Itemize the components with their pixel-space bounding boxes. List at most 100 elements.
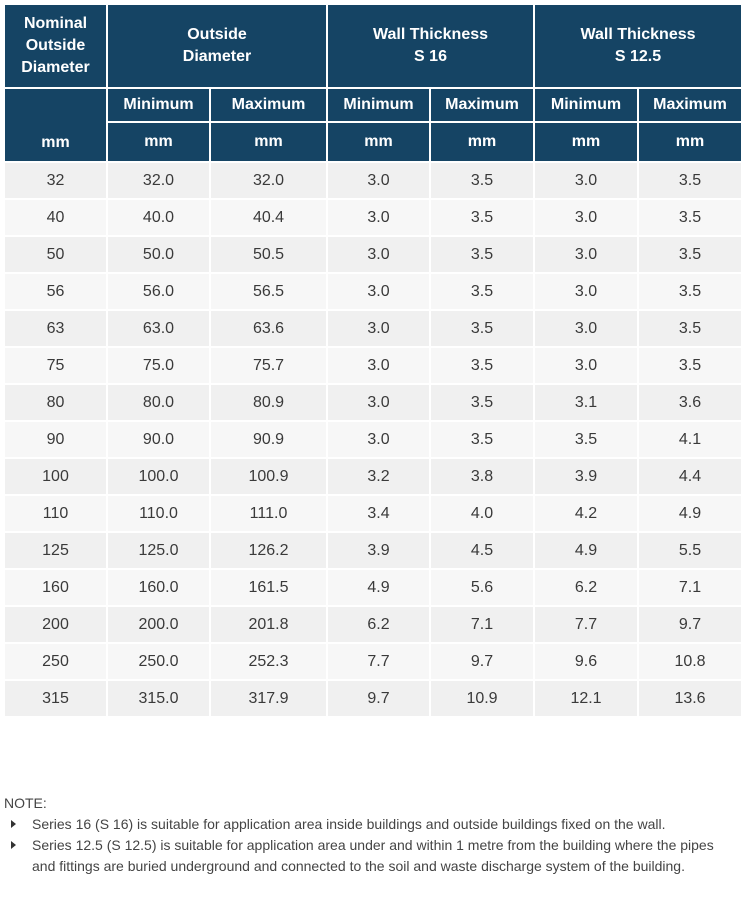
notes-label: NOTE: [4, 795, 47, 811]
table-row: 90 90.0 90.9 3.0 3.5 3.5 4.1 [3, 420, 744, 459]
table-cell: 9.6 [533, 642, 640, 681]
table-cell: 75 [3, 346, 108, 385]
table-cell: 5.5 [637, 531, 744, 570]
table-cell: 7.7 [533, 605, 640, 644]
table-cell: 75.0 [106, 346, 211, 385]
table-cell: 3.5 [429, 346, 536, 385]
table-cell: 315 [3, 679, 108, 718]
s16-minimum-header: Minimum [326, 87, 432, 123]
table-row: 110 110.0 111.0 3.4 4.0 4.2 4.9 [3, 494, 744, 533]
outside-diameter-header: Outside Diameter [105, 3, 329, 89]
table-cell: 160.0 [106, 568, 211, 607]
table-cell: 90.9 [208, 420, 329, 459]
table-cell: 3.5 [429, 420, 536, 459]
table-cell: 3.5 [637, 272, 744, 311]
table-cell: 126.2 [208, 531, 329, 570]
table-cell: 3.0 [533, 272, 640, 311]
table-cell: 3.6 [637, 383, 744, 422]
table-cell: 250 [3, 642, 108, 681]
table-cell: 3.0 [533, 235, 640, 274]
od-maximum-unit: mm [208, 121, 329, 163]
table-cell: 32.0 [106, 161, 211, 200]
s16-minimum-unit: mm [326, 121, 432, 163]
outside-header-line-2: Diameter [182, 48, 252, 65]
table-cell: 50 [3, 235, 108, 274]
table-row: 250 250.0 252.3 7.7 9.7 9.6 10.8 [3, 642, 744, 681]
table-cell: 3.5 [637, 346, 744, 385]
table-cell: 90.0 [106, 420, 211, 459]
table-row: 100 100.0 100.9 3.2 3.8 3.9 4.4 [3, 457, 744, 496]
table-cell: 3.0 [533, 161, 640, 200]
table-cell: 3.0 [533, 346, 640, 385]
wall-thickness-s125-header: Wall Thickness S 12.5 [533, 3, 744, 89]
table-row: 63 63.0 63.6 3.0 3.5 3.0 3.5 [3, 309, 744, 348]
table-cell: 7.1 [637, 568, 744, 607]
table-cell: 90 [3, 420, 108, 459]
table-cell: 32.0 [208, 161, 329, 200]
table-cell: 3.5 [429, 198, 536, 237]
table-row: 315 315.0 317.9 9.7 10.9 12.1 13.6 [3, 679, 744, 718]
table-cell: 10.8 [637, 642, 744, 681]
table-cell: 5.6 [429, 568, 536, 607]
s16-header-line-2: S 16 [414, 48, 447, 65]
s16-maximum-unit: mm [429, 121, 536, 163]
s16-header-line-1: Wall Thickness [373, 26, 489, 43]
table-cell: 4.9 [326, 568, 432, 607]
table-cell: 3.4 [326, 494, 432, 533]
table-cell: 3.5 [429, 161, 536, 200]
table-cell: 3.9 [533, 457, 640, 496]
table-cell: 75.7 [208, 346, 329, 385]
table-cell: 32 [3, 161, 108, 200]
table-cell: 161.5 [208, 568, 329, 607]
table-cell: 3.5 [429, 383, 536, 422]
s125-maximum-header: Maximum [637, 87, 744, 123]
note-item-s16: Series 16 (S 16) is suitable for applica… [4, 814, 734, 835]
table-cell: 3.0 [326, 346, 432, 385]
table-cell: 9.7 [326, 679, 432, 718]
table-cell: 3.5 [533, 420, 640, 459]
table-row: 80 80.0 80.9 3.0 3.5 3.1 3.6 [3, 383, 744, 422]
table-row: 40 40.0 40.4 3.0 3.5 3.0 3.5 [3, 198, 744, 237]
table-cell: 4.4 [637, 457, 744, 496]
table-cell: 3.5 [429, 272, 536, 311]
table-cell: 4.5 [429, 531, 536, 570]
table-cell: 9.7 [637, 605, 744, 644]
table-row: 56 56.0 56.5 3.0 3.5 3.0 3.5 [3, 272, 744, 311]
table-row: 32 32.0 32.0 3.0 3.5 3.0 3.5 [3, 161, 744, 200]
table-cell: 4.9 [533, 531, 640, 570]
s125-minimum-header: Minimum [533, 87, 640, 123]
table-cell: 3.5 [637, 198, 744, 237]
s125-minimum-unit: mm [533, 121, 640, 163]
nominal-diameter-header: Nominal Outside Diameter [3, 3, 108, 89]
table-cell: 3.5 [637, 235, 744, 274]
table-cell: 40.4 [208, 198, 329, 237]
table-cell: 111.0 [208, 494, 329, 533]
table-cell: 252.3 [208, 642, 329, 681]
table-cell: 6.2 [326, 605, 432, 644]
table-cell: 63 [3, 309, 108, 348]
table-cell: 50.5 [208, 235, 329, 274]
table-cell: 56 [3, 272, 108, 311]
table-cell: 250.0 [106, 642, 211, 681]
table-cell: 317.9 [208, 679, 329, 718]
table-cell: 110.0 [106, 494, 211, 533]
table-body: 32 32.0 32.0 3.0 3.5 3.0 3.5 40 40.0 40.4 3.0 3.5 3.… [3, 161, 744, 718]
table-cell: 80.9 [208, 383, 329, 422]
table-cell: 3.8 [429, 457, 536, 496]
table-cell: 3.0 [326, 161, 432, 200]
table-cell: 40.0 [106, 198, 211, 237]
notes-section: NOTE: Series 16 (S 16) is suitable for a… [4, 793, 734, 877]
outside-header-line-1: Outside [187, 26, 247, 43]
pipe-dimensions-table: Nominal Outside Diameter Outside Diamete… [3, 3, 744, 718]
table-cell: 4.1 [637, 420, 744, 459]
table-cell: 3.0 [326, 420, 432, 459]
nominal-header-line-3: Diameter [21, 59, 90, 76]
table-cell: 3.0 [326, 309, 432, 348]
table-cell: 10.9 [429, 679, 536, 718]
table-cell: 100.0 [106, 457, 211, 496]
s125-header-line-1: Wall Thickness [580, 26, 696, 43]
nominal-unit-header: mm [3, 87, 108, 163]
notes-list: Series 16 (S 16) is suitable for applica… [4, 814, 734, 877]
table-cell: 125 [3, 531, 108, 570]
table-cell: 3.2 [326, 457, 432, 496]
